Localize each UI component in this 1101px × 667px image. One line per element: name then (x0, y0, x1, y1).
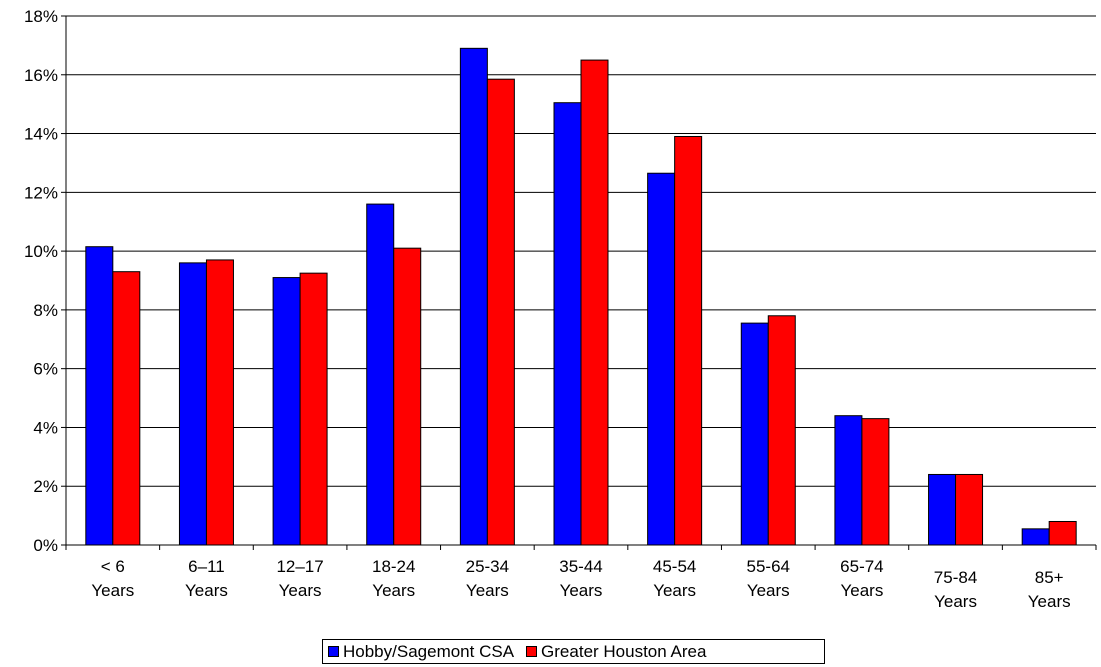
x-category-label: 65-74 (840, 557, 883, 576)
bar-series-1 (366, 203, 395, 546)
legend-swatch-series-2 (526, 646, 538, 657)
x-category-label: Years (466, 581, 509, 600)
legend-swatch-series-1 (328, 646, 339, 657)
y-tick-label: 4% (33, 418, 58, 437)
bar-series-1 (272, 277, 301, 546)
x-category-label: Years (372, 581, 415, 600)
bar-series-2 (112, 271, 141, 546)
bar-series-1 (553, 102, 582, 546)
y-tick-label: 8% (33, 301, 58, 320)
x-axis-ticks (65, 545, 1097, 550)
x-category-label: 85+ (1035, 568, 1064, 587)
bar-series-2 (1048, 520, 1077, 546)
y-axis-ticks: 0% 2% 4% 6% 8% 10% 12% 14% 16% 18% (24, 7, 66, 555)
bar-series-2 (393, 247, 422, 546)
bar-series-1 (85, 246, 114, 546)
x-category-label: Years (840, 581, 883, 600)
bar-series-2 (486, 78, 515, 546)
bar-series-1 (459, 47, 488, 546)
x-category-label: 25-34 (466, 557, 509, 576)
bar-series-2 (674, 135, 703, 546)
x-category-label: Years (185, 581, 228, 600)
category-labels: < 6 Years 6–11 Years 12–17 Years 18-24 Years 25-… (91, 557, 1070, 611)
bar-series-2 (580, 59, 609, 546)
x-category-label: Years (560, 581, 603, 600)
y-tick-label: 10% (24, 242, 58, 261)
x-category-label: Years (747, 581, 790, 600)
axes (65, 16, 1096, 546)
bar-series-1 (647, 172, 676, 546)
bar-series-1 (1021, 528, 1050, 546)
x-category-label: 12–17 (276, 557, 323, 576)
y-tick-label: 2% (33, 477, 58, 496)
legend-item-series-1: Hobby/Sagemont CSA (328, 642, 514, 662)
x-category-label: < 6 (101, 557, 125, 576)
x-category-label: Years (934, 592, 977, 611)
legend: Hobby/Sagemont CSA Greater Houston Area (322, 639, 825, 664)
bar-series-1 (834, 415, 863, 546)
bar-series-2 (955, 473, 984, 546)
bar-series-1 (740, 322, 769, 546)
x-category-label: 75-84 (934, 568, 977, 587)
x-category-label: 45-54 (653, 557, 696, 576)
y-tick-label: 6% (33, 360, 58, 379)
x-category-label: Years (279, 581, 322, 600)
y-tick-label: 18% (24, 7, 58, 26)
y-tick-label: 0% (33, 536, 58, 555)
x-category-label: Years (91, 581, 134, 600)
x-category-label: 55-64 (747, 557, 790, 576)
bar-series-2 (299, 272, 328, 546)
x-category-label: Years (1028, 592, 1071, 611)
bar-series-2 (767, 315, 796, 546)
bar-series-2 (861, 418, 890, 546)
y-tick-label: 14% (24, 125, 58, 144)
x-category-label: 35-44 (559, 557, 602, 576)
y-tick-label: 16% (24, 66, 58, 85)
legend-label-series-1: Hobby/Sagemont CSA (343, 641, 515, 661)
bar-series-1 (928, 473, 957, 546)
bar-series-2 (205, 259, 234, 546)
legend-item-series-2: Greater Houston Area (526, 642, 706, 662)
x-category-label: 6–11 (188, 557, 225, 576)
bars (85, 47, 1077, 546)
x-category-label: Years (653, 581, 696, 600)
bar-series-1 (178, 262, 207, 546)
legend-label-series-2: Greater Houston Area (541, 641, 707, 661)
bar-chart: 0% 2% 4% 6% 8% 10% 12% 14% 16% 18% < 6 Years 6–11 Ye… (24, 7, 1097, 611)
x-category-label: 18-24 (372, 557, 415, 576)
y-tick-label: 12% (24, 183, 58, 202)
